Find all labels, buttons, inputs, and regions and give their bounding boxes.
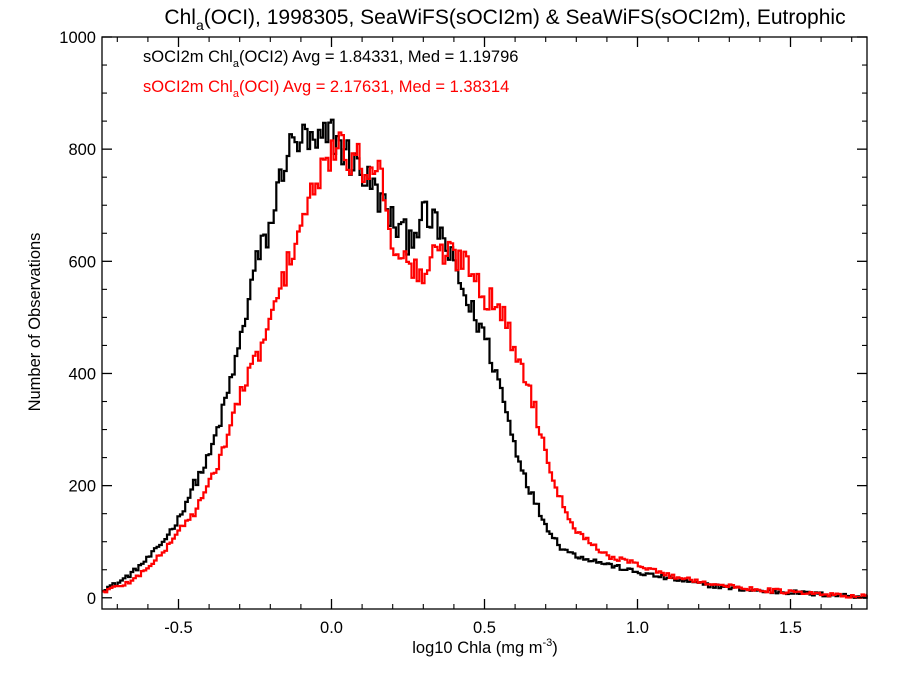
- plot-frame: [101, 36, 868, 610]
- x-tick-label--0.5: -0.5: [164, 619, 192, 637]
- chart-title-sub: a: [196, 17, 204, 33]
- chart-title-prefix: Chl: [164, 6, 196, 29]
- x-tick-label-1.0: 1.0: [626, 619, 649, 637]
- series-line-red: [102, 131, 868, 599]
- chart-title-suffix: (OCI), 1998305, SeaWiFS(sOCI2m) & SeaWiF…: [204, 6, 846, 29]
- y-tick-label-200: 200: [68, 478, 96, 496]
- chart-title: Chla(OCI), 1998305, SeaWiFS(sOCI2m) & Se…: [164, 6, 845, 33]
- x-axis-label-sup: -3: [542, 637, 552, 649]
- x-tick-label-1.5: 1.5: [779, 619, 802, 637]
- series-layer: [102, 118, 868, 599]
- x-axis-label-prefix: log10 Chla (mg m: [412, 639, 542, 657]
- legend-entry-red-suffix: (OCI) Avg = 2.17631, Med = 1.38314: [239, 78, 509, 96]
- y-tick-label-1000: 1000: [59, 29, 96, 47]
- legend-entry-black-suffix: (OCI2) Avg = 1.84331, Med = 1.19796: [239, 48, 518, 66]
- ticks-layer: -0.5 0.0 0.5 1.0 1.5 0 200 400 600 800 1000: [59, 29, 867, 637]
- legend: sOCI2m Chla(OCI2) Avg = 1.84331, Med = 1…: [143, 48, 518, 100]
- y-tick-label-400: 400: [68, 365, 96, 383]
- y-tick-label-600: 600: [68, 253, 96, 271]
- x-axis-label-suffix: ): [552, 639, 558, 657]
- legend-entry-red-sub: a: [233, 88, 240, 100]
- x-tick-label-0.0: 0.0: [320, 619, 343, 637]
- legend-entry-black-sub: a: [233, 58, 240, 70]
- y-tick-label-800: 800: [68, 141, 96, 159]
- x-tick-label-0.5: 0.5: [473, 619, 496, 637]
- legend-entry-black-prefix: sOCI2m Chl: [143, 48, 233, 66]
- y-tick-label-0: 0: [87, 590, 96, 608]
- legend-entry-black: sOCI2m Chla(OCI2) Avg = 1.84331, Med = 1…: [143, 48, 518, 70]
- legend-entry-red-prefix: sOCI2m Chl: [143, 78, 233, 96]
- x-axis-label: log10 Chla (mg m-3): [412, 637, 558, 657]
- legend-entry-red: sOCI2m Chla(OCI) Avg = 2.17631, Med = 1.…: [143, 78, 509, 100]
- y-axis-label: Number of Observations: [26, 233, 44, 412]
- series-line-black: [102, 118, 868, 599]
